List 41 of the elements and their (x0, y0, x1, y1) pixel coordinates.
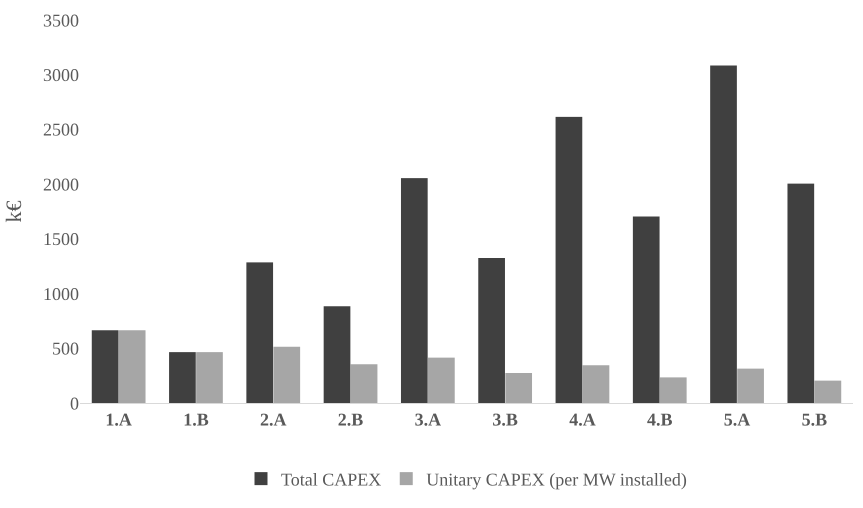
legend-label: Unitary CAPEX (per MW installed) (426, 470, 687, 490)
bar (737, 368, 764, 403)
x-tick-label: 2.A (260, 410, 286, 430)
bar (92, 330, 118, 403)
bar (478, 258, 505, 403)
bar (196, 352, 223, 403)
x-tick-label: 3.B (492, 410, 518, 430)
bar (324, 306, 350, 403)
legend-label: Total CAPEX (281, 470, 382, 490)
y-tick-label: 3500 (43, 10, 79, 30)
y-axis-title: k€ (0, 200, 26, 222)
bar (787, 184, 814, 403)
bar (710, 65, 737, 403)
x-tick-label: 5.B (802, 410, 828, 430)
y-tick-label: 500 (52, 338, 79, 359)
bar (169, 352, 196, 403)
bar (660, 377, 687, 403)
bar (428, 358, 455, 403)
bar (350, 364, 378, 403)
bar (632, 216, 660, 403)
bar (814, 380, 842, 403)
x-tick-label: 3.A (414, 410, 442, 430)
x-tick-label: 1.A (105, 410, 132, 430)
x-tick-label: 2.B (338, 410, 364, 430)
bar (582, 365, 610, 403)
bar (273, 346, 300, 403)
y-tick-label: 1500 (43, 229, 79, 250)
x-tick-label: 1.B (183, 410, 209, 430)
bar (400, 178, 428, 403)
y-tick-label: 1000 (43, 284, 79, 304)
y-tick-label: 3000 (43, 65, 79, 86)
x-tick-label: 4.A (569, 410, 596, 430)
x-tick-label: 4.B (646, 410, 673, 430)
y-tick-label: 2000 (43, 174, 79, 194)
bar (556, 116, 582, 403)
bar (505, 372, 532, 403)
bar (118, 330, 146, 403)
bar (246, 262, 274, 403)
x-tick-label: 5.A (724, 410, 750, 430)
y-tick-label: 0 (70, 393, 79, 414)
y-tick-label: 2500 (43, 120, 79, 140)
